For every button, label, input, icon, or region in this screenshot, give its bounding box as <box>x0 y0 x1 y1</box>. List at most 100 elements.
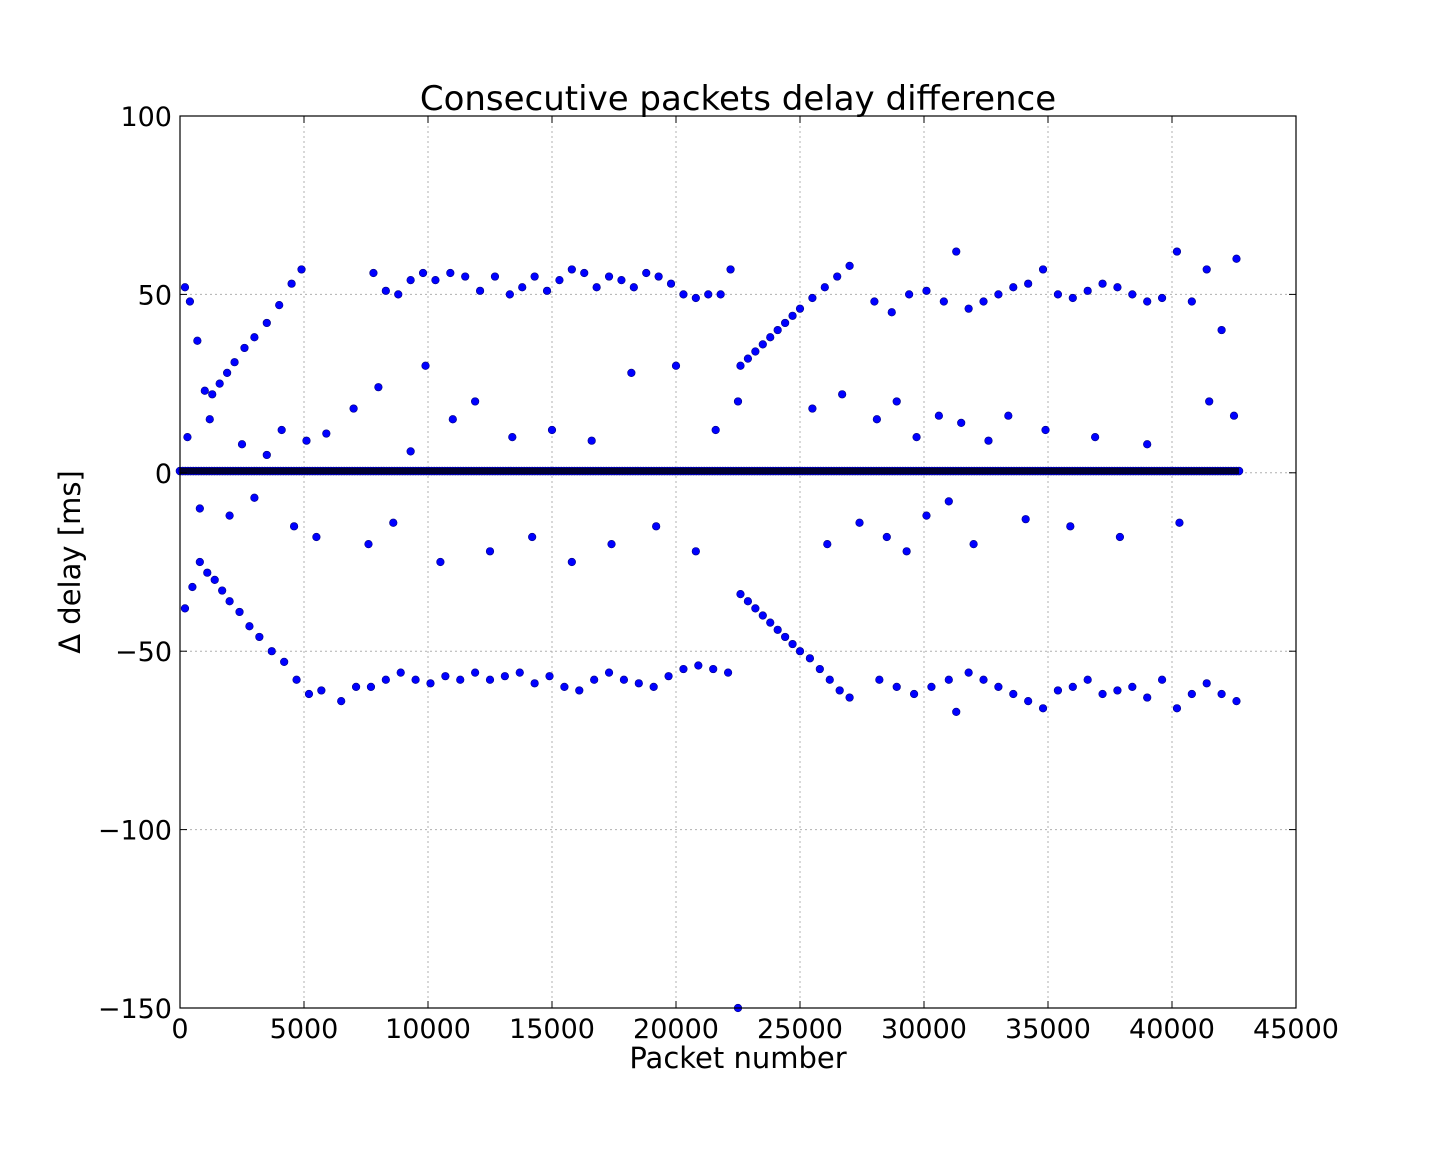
data-point <box>758 340 767 349</box>
data-point <box>1232 254 1241 263</box>
data-point <box>629 283 638 292</box>
data-point <box>944 497 953 506</box>
data-point <box>726 265 735 274</box>
data-point <box>302 436 311 445</box>
data-point <box>225 511 234 520</box>
data-point <box>1038 265 1048 274</box>
data-point <box>964 304 973 313</box>
data-point <box>1157 293 1167 303</box>
data-point <box>969 540 978 549</box>
data-point <box>805 654 815 663</box>
data-point <box>912 433 921 442</box>
data-point <box>825 675 834 684</box>
data-point <box>1217 689 1226 699</box>
data-point <box>634 679 643 688</box>
data-point <box>394 290 403 299</box>
data-point <box>1083 675 1092 684</box>
data-point <box>1066 522 1075 531</box>
data-point <box>235 607 244 617</box>
data-point <box>418 268 428 278</box>
data-point <box>845 693 854 702</box>
data-point <box>508 433 517 442</box>
data-point <box>823 540 832 549</box>
data-point <box>250 493 259 502</box>
data-point <box>237 440 247 449</box>
data-point <box>406 276 415 285</box>
data-point <box>773 325 782 335</box>
data-point <box>964 668 973 677</box>
data-point <box>716 290 725 299</box>
data-point <box>875 675 884 684</box>
data-point <box>289 522 299 531</box>
data-point <box>195 557 204 567</box>
data-point <box>743 597 753 606</box>
data-point <box>994 290 1003 299</box>
data-point <box>193 336 202 345</box>
data-point <box>275 301 284 310</box>
data-point <box>255 632 264 642</box>
data-point <box>788 311 797 320</box>
data-point <box>475 286 485 295</box>
data-point <box>297 265 306 274</box>
data-point <box>1113 686 1122 695</box>
data-point <box>210 575 219 584</box>
data-point <box>781 318 790 328</box>
data-point <box>922 286 931 295</box>
data-point <box>905 290 914 299</box>
data-point <box>547 425 557 435</box>
data-point <box>567 265 576 274</box>
data-point <box>230 358 239 367</box>
data-point <box>855 518 864 527</box>
data-point <box>1229 411 1239 420</box>
data-point <box>426 679 435 688</box>
data-point <box>1021 515 1030 524</box>
data-point <box>1038 704 1048 713</box>
data-point <box>845 261 854 270</box>
data-point <box>627 368 636 377</box>
data-point <box>262 318 271 328</box>
data-point <box>292 675 301 684</box>
data-point <box>743 354 753 363</box>
data-point <box>979 675 988 684</box>
x-tick-label: 30000 <box>881 1014 967 1045</box>
data-point <box>448 415 457 424</box>
data-point <box>411 675 420 684</box>
data-point <box>604 668 614 677</box>
data-point <box>1115 532 1125 542</box>
data-point <box>240 343 249 353</box>
data-point <box>1143 693 1152 702</box>
data-point <box>208 390 217 399</box>
data-point <box>820 283 829 292</box>
data-point <box>183 433 192 442</box>
data-point <box>835 686 844 695</box>
data-point <box>351 682 361 691</box>
data-point <box>317 686 326 695</box>
data-point <box>909 689 919 699</box>
data-point <box>1098 689 1107 699</box>
data-point <box>694 661 703 670</box>
data-point <box>671 361 681 370</box>
data-point <box>711 425 720 435</box>
data-point <box>1172 704 1182 713</box>
series-upper-band-1 <box>369 265 735 303</box>
data-point <box>225 597 234 606</box>
data-point <box>195 504 204 513</box>
y-tick-label: 0 <box>155 459 172 490</box>
data-point <box>952 707 961 716</box>
data-point <box>979 297 988 306</box>
data-point <box>200 386 209 395</box>
data-point <box>887 308 896 317</box>
series-lower-arc-1 <box>180 557 326 699</box>
x-axis-ticks: 0 5000 10000 15000 20000 25000 30000 35000 40000… <box>171 116 1339 1045</box>
data-point <box>1175 518 1184 527</box>
data-point <box>1187 689 1196 699</box>
data-point <box>590 675 599 684</box>
data-point <box>1053 686 1063 695</box>
data-point <box>389 518 398 527</box>
y-axis-ticks: 100 50 0 −50 −100 −150 <box>98 102 1296 1025</box>
y-tick-label: −50 <box>115 637 172 668</box>
data-point <box>1143 297 1152 306</box>
data-point <box>500 672 509 681</box>
data-point <box>1128 682 1137 691</box>
data-point <box>215 379 224 388</box>
